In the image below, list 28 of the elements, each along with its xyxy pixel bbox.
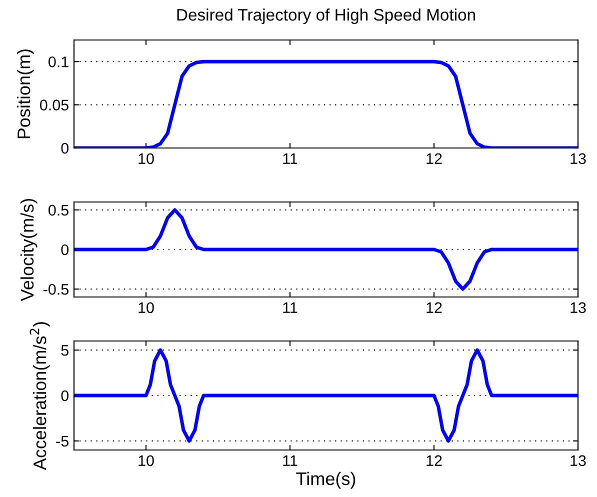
x-tick-label: 12 [426,302,442,313]
line-series [74,208,578,291]
x-tick-label: 10 [138,455,154,466]
y-tick-label: 0 [61,390,69,402]
chart-title: Desired Trajectory of High Speed Motion [177,8,476,24]
y-tick-label: 0.1 [48,56,68,68]
y-tick-label: -5 [56,436,68,447]
y-tick-label: 0 [61,142,69,154]
line-series [74,348,578,443]
x-tick-label: 13 [570,153,586,164]
y-tick-label: 0 [61,244,69,256]
x-tick-label: 12 [426,455,442,466]
y-tick-label: 5 [61,345,68,356]
y-axis-title: Position(m) [17,49,34,138]
x-tick-label: 13 [570,455,586,466]
y-axis-title: Velocity(m/s) [20,198,38,302]
x-axis-title: Time(s) [296,472,356,489]
y-axis-title: Acceleration(m/s$^{2}$) [30,322,50,470]
y-tick-label: -0.5 [43,284,68,295]
x-tick-label: 10 [138,153,154,164]
x-tick-label: 12 [426,153,442,164]
x-tick-label: 11 [283,302,298,313]
x-tick-label: 10 [138,302,154,314]
x-tick-label: 11 [283,153,298,164]
x-tick-label: 11 [283,455,298,466]
y-tick-label: 0.5 [48,204,68,216]
y-tick-label: 0.05 [40,100,68,110]
x-tick-label: 13 [570,302,586,314]
